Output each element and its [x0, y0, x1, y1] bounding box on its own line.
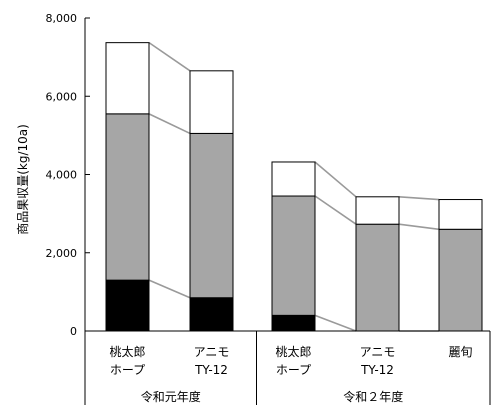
category-label: ホープ	[276, 363, 311, 377]
y-tick-label: 2,000	[46, 247, 78, 260]
category-label: ホープ	[110, 363, 145, 377]
y-tick-label: 4,000	[46, 169, 78, 182]
bar-connectors	[148, 41, 440, 332]
bar-segment	[105, 279, 150, 332]
axes	[84, 17, 491, 405]
bars	[105, 42, 483, 332]
bar-segment	[271, 314, 316, 332]
group-label: 令和２年度	[343, 389, 403, 404]
connector-line	[148, 279, 191, 299]
bar-segment	[438, 199, 483, 230]
connector-line	[398, 223, 440, 231]
bar-segment	[105, 113, 150, 281]
bar-segment	[355, 196, 400, 225]
category-label: TY-12	[360, 363, 394, 377]
category-label: 麗旬	[448, 345, 472, 359]
connector-line	[314, 195, 357, 225]
bar-segment	[189, 132, 234, 299]
bar-segment	[355, 223, 400, 332]
bar-segment	[271, 195, 316, 316]
connector-line	[314, 161, 357, 198]
bar-segment	[105, 42, 150, 115]
y-tick-label: 0	[70, 325, 77, 338]
connector-line	[314, 314, 357, 332]
category-label: アニモ	[360, 345, 396, 359]
y-tick-label: 6,000	[46, 90, 78, 103]
group-label: 令和元年度	[141, 389, 201, 404]
y-axis-label: 商品果収量(kg/10a)	[15, 124, 30, 235]
category-label: 桃太郎	[109, 344, 145, 359]
bar-segment	[438, 228, 483, 332]
y-tick-label: 8,000	[46, 12, 78, 25]
bar-segment	[189, 70, 234, 134]
bar-segment	[189, 297, 234, 332]
category-label: 桃太郎	[275, 344, 311, 359]
category-label: アニモ	[194, 345, 230, 359]
connector-line	[148, 113, 191, 135]
labels: 0 2,000 4,000 6,000 8,000 商品果収量(kg/10a) 桃太郎ホープ…	[15, 12, 473, 404]
connector-line	[398, 196, 440, 201]
connector-line	[148, 41, 191, 72]
bar-segment	[271, 161, 316, 197]
category-label: TY-12	[194, 363, 228, 377]
